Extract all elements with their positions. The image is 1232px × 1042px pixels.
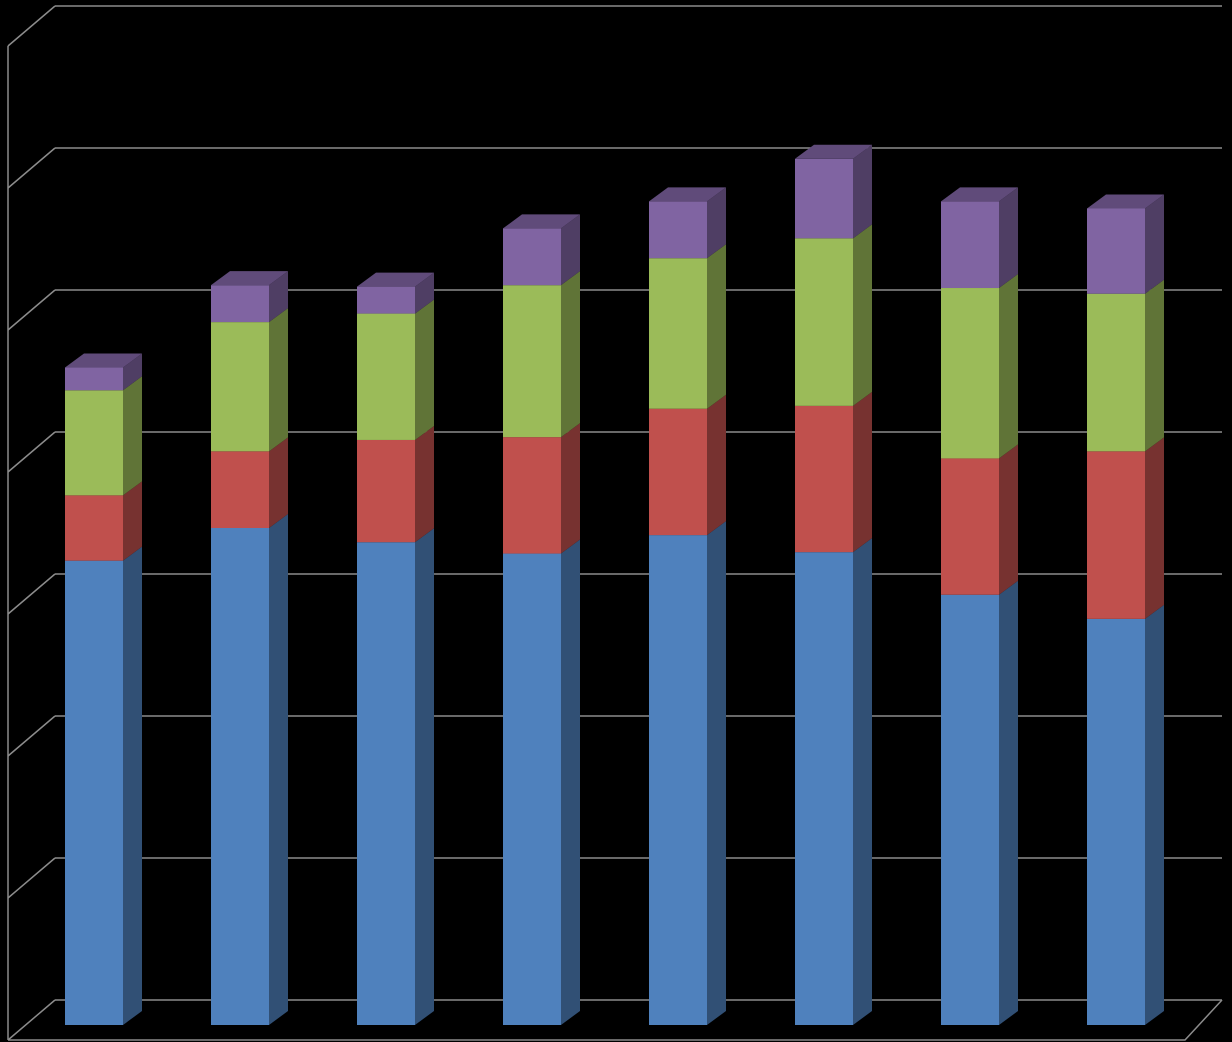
bar-segment-side (123, 481, 142, 561)
bar-segment-front (503, 285, 561, 438)
floor-edge (8, 999, 1223, 1041)
bar-segment-front (941, 288, 999, 459)
bar-segment-side (1145, 604, 1164, 1025)
bar-segment-front (211, 451, 269, 528)
bar-segment-side (561, 539, 580, 1025)
bar-top (357, 272, 434, 287)
bar-segment-side (269, 308, 288, 452)
bar-stack (795, 144, 872, 1025)
bar-segment-front (649, 258, 707, 409)
bar-segment-side (269, 514, 288, 1025)
bar-segment-front (795, 552, 853, 1025)
bar-segment-front (941, 201, 999, 289)
bar-segment-side (269, 271, 288, 323)
bar-top (211, 271, 288, 286)
gridline-wall (7, 289, 56, 331)
bar-segment-side (1145, 279, 1164, 452)
gridline-wall (7, 573, 56, 615)
bar-segment-side (999, 580, 1018, 1025)
bar-segment-front (1087, 451, 1145, 619)
bar-segment-side (415, 299, 434, 440)
bar-segment-front (211, 322, 269, 452)
bar-stack (211, 271, 288, 1025)
bar-segment-side (561, 271, 580, 438)
bar-segment-front (941, 594, 999, 1025)
bar-segment-side (707, 187, 726, 259)
bar-segment-side (853, 144, 872, 239)
gridline-wall (7, 999, 56, 1041)
bar-segment-front (649, 201, 707, 259)
bar-stack (1087, 194, 1164, 1025)
bar-segment-front (941, 458, 999, 595)
bar-segment-front (65, 560, 123, 1025)
bar-stack (503, 214, 580, 1025)
bar-segment-front (503, 228, 561, 286)
bar-top (503, 214, 580, 229)
gridline-wall (7, 715, 56, 757)
bar-segment-front (1087, 618, 1145, 1025)
bar-segment-front (795, 158, 853, 239)
bar-segment-side (853, 224, 872, 406)
bar-segment-front (211, 528, 269, 1025)
bar-segment-front (65, 390, 123, 496)
bar-segment-side (707, 244, 726, 409)
bar-segment-front (503, 437, 561, 554)
bar-segment-side (999, 187, 1018, 289)
bar-top (1087, 194, 1164, 209)
bar-segment-side (415, 528, 434, 1025)
bar-segment-front (1087, 208, 1145, 294)
bar-segment-front (649, 408, 707, 536)
bar-stack (649, 187, 726, 1025)
bars (65, 144, 1164, 1025)
bar-segment-side (1145, 194, 1164, 294)
bar-segment-side (561, 423, 580, 554)
bar-segment-side (853, 538, 872, 1025)
bar-segment-front (503, 553, 561, 1025)
bar-top (649, 187, 726, 202)
bar-stack (941, 187, 1018, 1025)
bar-segment-front (65, 495, 123, 561)
bar-segment-side (123, 353, 142, 391)
bar-segment-side (707, 394, 726, 536)
bar-segment-side (999, 444, 1018, 595)
gridlines (7, 5, 1223, 1041)
bar-top (941, 187, 1018, 202)
gridline-wall (7, 431, 56, 473)
bar-segment-front (357, 542, 415, 1025)
gridline-wall (7, 857, 56, 899)
bar-stack (357, 272, 434, 1025)
bar-top (795, 144, 872, 159)
bar-segment-side (415, 425, 434, 543)
bar-segment-side (561, 214, 580, 286)
bar-segment-front (211, 285, 269, 323)
bar-segment-side (269, 437, 288, 528)
bar-segment-side (415, 272, 434, 314)
bar-segment-front (357, 313, 415, 440)
bar-segment-front (357, 286, 415, 314)
bar-segment-front (357, 439, 415, 543)
bar-segment-side (1145, 437, 1164, 619)
bar-top (65, 353, 142, 368)
bar-segment-front (795, 405, 853, 553)
gridline-wall (7, 5, 56, 47)
bar-segment-side (999, 274, 1018, 459)
bar-segment-front (65, 367, 123, 391)
bar-segment-side (123, 546, 142, 1025)
bar-segment-front (795, 238, 853, 406)
bar-segment-side (707, 521, 726, 1025)
bar-segment-side (123, 376, 142, 496)
bar-segment-front (649, 535, 707, 1025)
bar-segment-side (853, 391, 872, 553)
bar-segment-front (1087, 293, 1145, 452)
gridline-wall (7, 147, 56, 189)
bar-stack (65, 353, 142, 1025)
